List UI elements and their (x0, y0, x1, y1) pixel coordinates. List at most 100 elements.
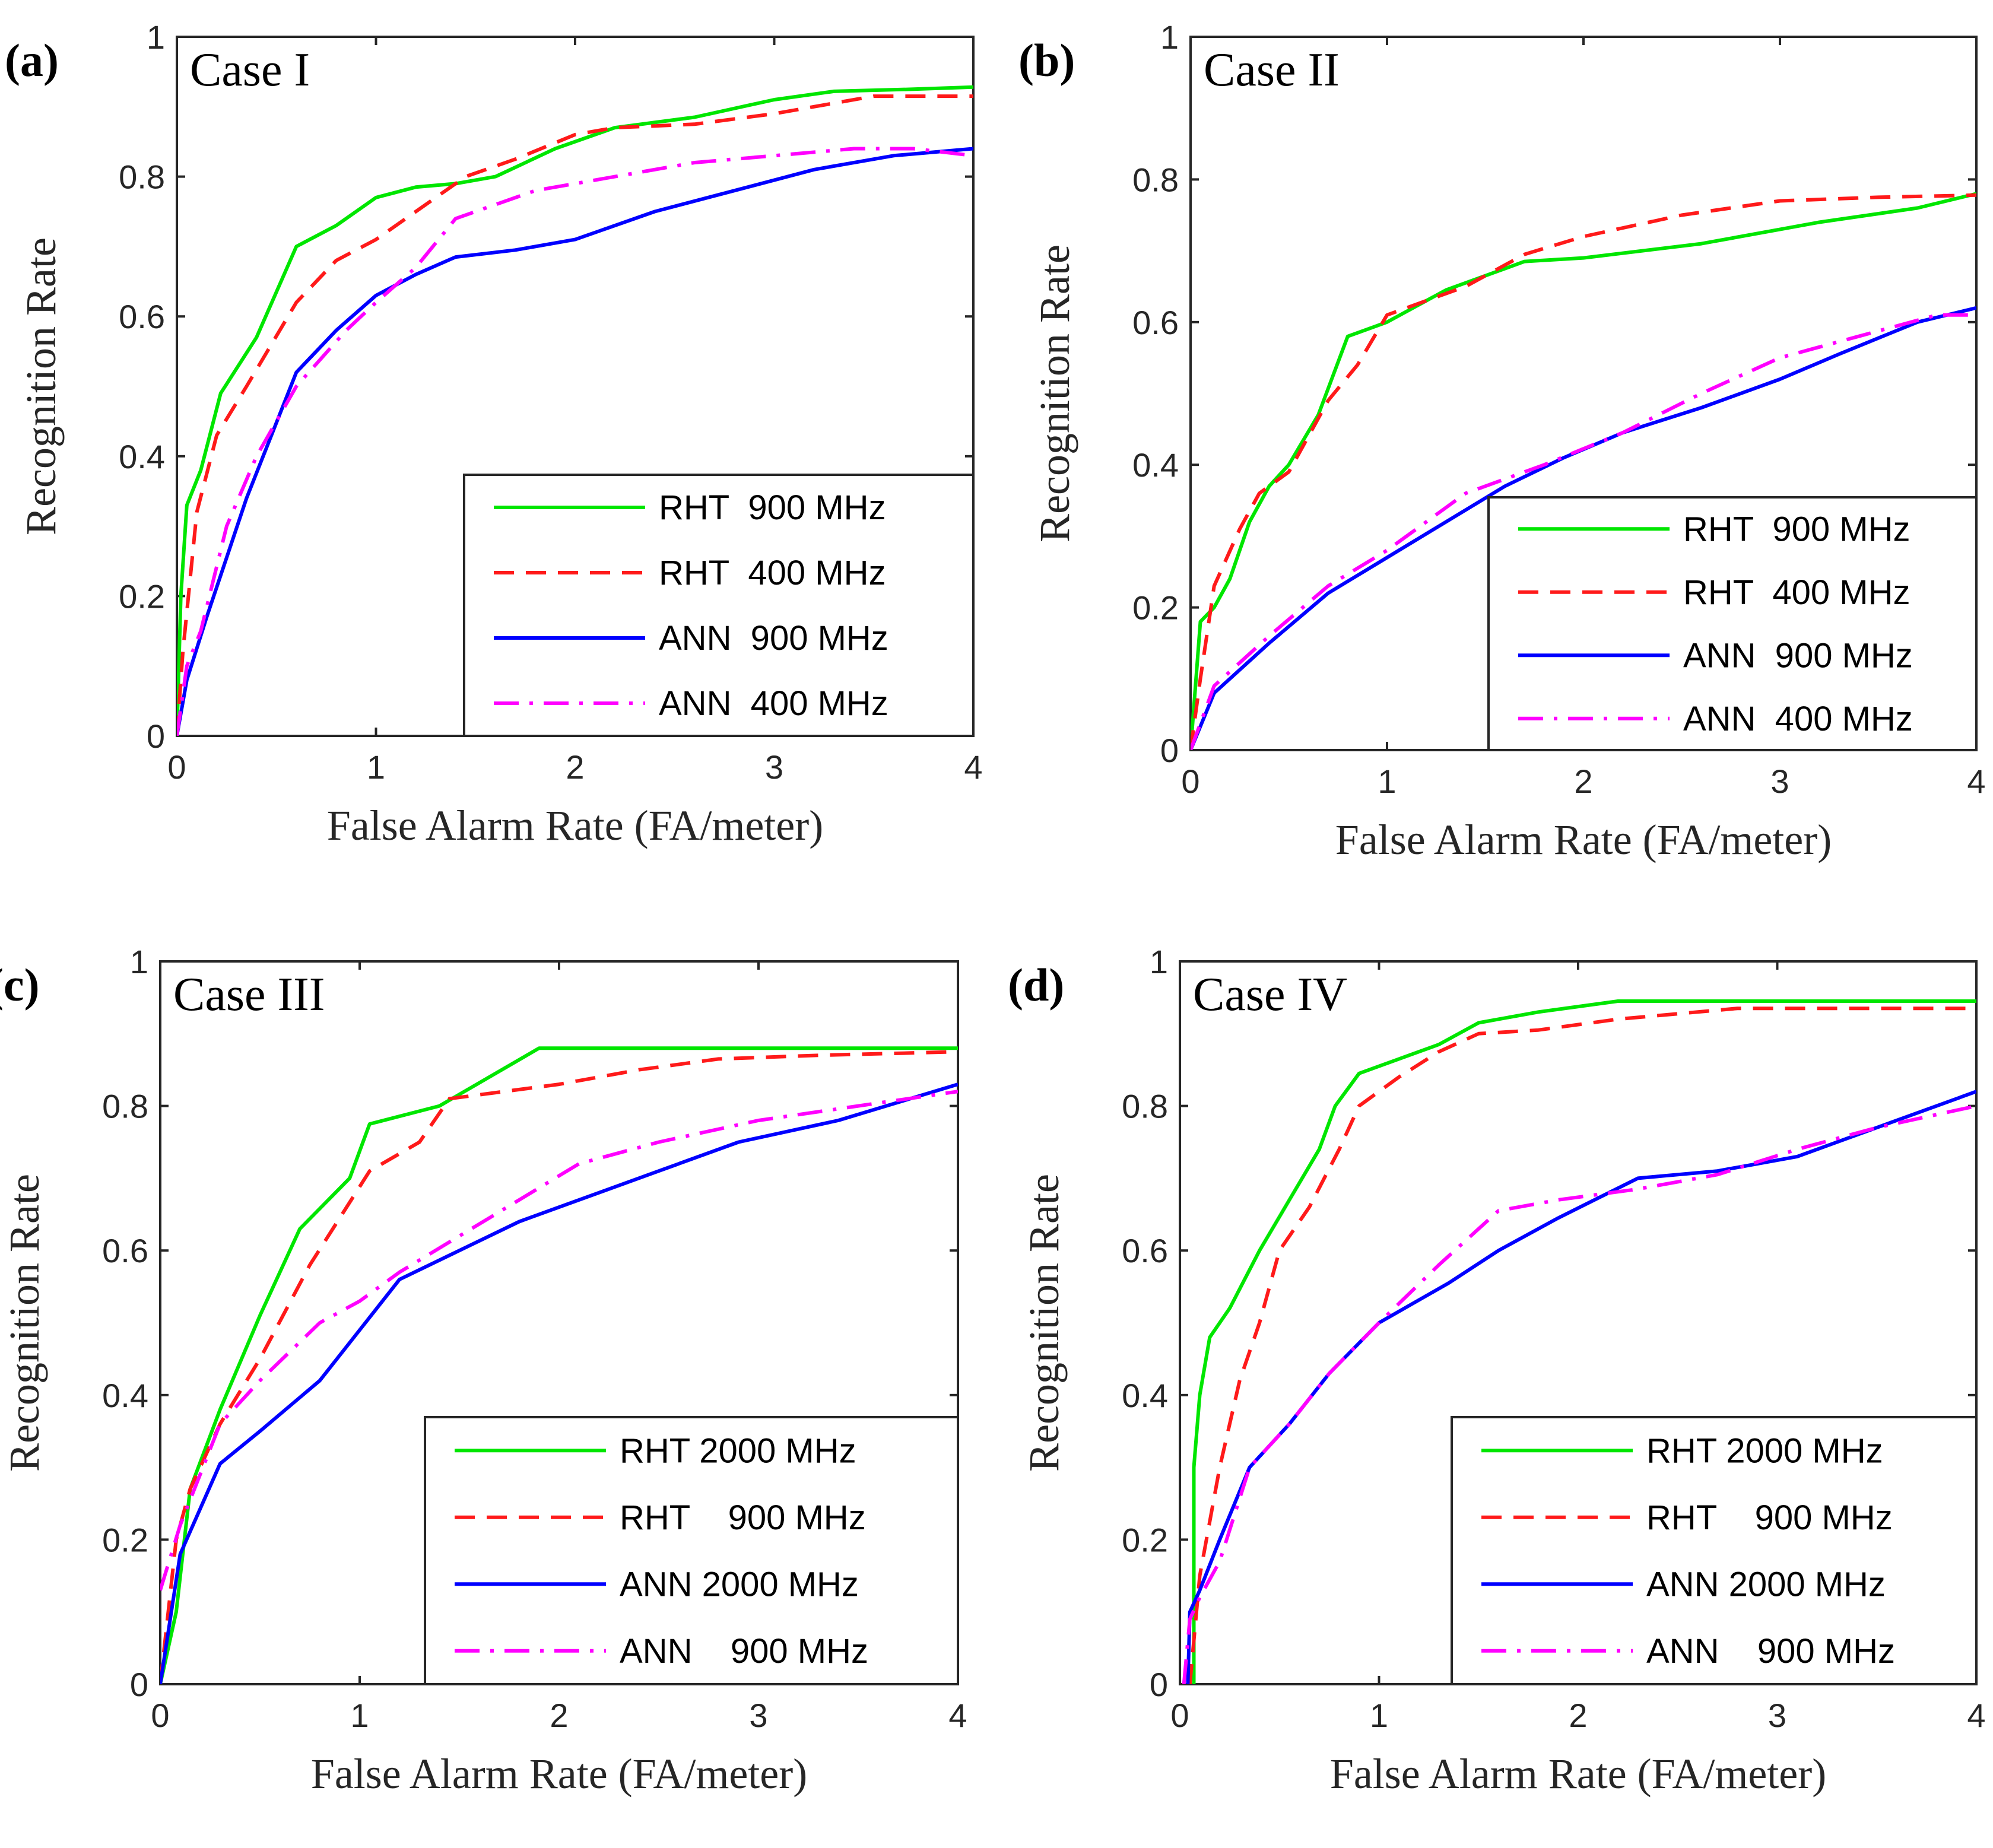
y-tick-label: 1 (147, 18, 165, 56)
series-line-1 (177, 85, 973, 736)
legend-box (463, 474, 975, 737)
legend-label: RHT 900 MHz (1646, 1498, 1893, 1537)
series-line-2 (1188, 1006, 1976, 1684)
x-tick-label: 0 (1170, 1697, 1189, 1734)
series-line-1 (1192, 999, 1976, 1684)
series-line-3 (160, 1082, 958, 1684)
series-group (1191, 192, 1976, 750)
x-tick-label: 1 (1378, 763, 1396, 800)
legend-box (1451, 1416, 1978, 1685)
y-tick-label: 0.4 (1122, 1377, 1168, 1414)
x-axis-label: False Alarm Rate (FA/meter) (1335, 816, 1832, 863)
x-axis-label: False Alarm Rate (FA/meter) (327, 802, 823, 849)
y-tick-label: 0.4 (1132, 446, 1179, 484)
y-tick-label: 0.2 (1132, 589, 1179, 627)
x-tick-label: 2 (566, 748, 584, 786)
panel-letter: (d) (1008, 959, 1064, 1011)
series-group (160, 1046, 958, 1684)
chart-panel-4: 0 1 2 3 4 0 0.2 0.4 0.6 0.8 1 False Alarm Rate (FA/… (1008, 943, 1986, 1798)
y-tick-label: 1 (1160, 18, 1179, 56)
legend-label: ANN 900 MHz (1646, 1632, 1895, 1671)
legend-box (424, 1416, 959, 1685)
y-tick-label: 0 (1150, 1666, 1168, 1703)
x-tick-label: 0 (167, 748, 186, 786)
chart-title: Case II (1204, 44, 1340, 96)
x-tick-label: 0 (151, 1697, 169, 1734)
legend-label: ANN 900 MHz (1683, 636, 1913, 675)
chart-title: Case IV (1193, 969, 1347, 1021)
x-tick-label: 2 (1574, 763, 1592, 800)
y-tick-label: 0.8 (119, 158, 165, 196)
x-tick-label: 0 (1181, 763, 1199, 800)
y-tick-label: 0.8 (1132, 161, 1179, 198)
y-axis-label: Recognition Rate (1031, 245, 1078, 542)
y-tick-label: 0.6 (119, 298, 165, 335)
y-tick-label: 0.6 (1122, 1232, 1168, 1269)
x-tick-label: 3 (765, 748, 783, 786)
y-tick-label: 0.4 (102, 1377, 148, 1414)
legend-label: RHT 900 MHz (659, 488, 886, 527)
legend: RHT 2000 MHz RHT 900 MHz ANN 2000 MHz ANN 9… (1451, 1416, 1978, 1685)
y-tick-label: 0.6 (1132, 304, 1179, 341)
y-tick-label: 0.6 (102, 1232, 148, 1269)
legend: RHT 2000 MHz RHT 900 MHz ANN 2000 MHz ANN 9… (424, 1416, 959, 1685)
x-tick-label: 1 (350, 1697, 369, 1734)
legend-label: ANN 400 MHz (659, 684, 888, 723)
y-tick-label: 0 (1160, 732, 1179, 769)
legend-label: ANN 900 MHz (659, 619, 888, 658)
legend-label: ANN 2000 MHz (1646, 1565, 1886, 1603)
y-axis-label: Recognition Rate (1020, 1174, 1068, 1472)
series-line-4 (160, 1090, 958, 1591)
legend-label: RHT 2000 MHz (620, 1431, 856, 1470)
panel-letter: (a) (5, 34, 59, 86)
legend: RHT 900 MHz RHT 400 MHz ANN 900 MHz ANN 400… (463, 474, 975, 737)
legend: RHT 900 MHz RHT 400 MHz ANN 900 MHz ANN 400… (1487, 496, 1978, 751)
series-group (177, 85, 973, 736)
panel-letter: (b) (1018, 34, 1075, 86)
series-line-4 (1182, 1104, 1976, 1684)
legend-label: RHT 900 MHz (620, 1498, 866, 1537)
series-line-4 (1191, 313, 1976, 750)
chart-panel-1: 0 1 2 3 4 0 0.2 0.4 0.6 0.8 1 False Alarm Rate (FA/… (5, 18, 983, 849)
x-axis-label: False Alarm Rate (FA/meter) (1330, 1750, 1826, 1798)
x-tick-label: 2 (1569, 1697, 1587, 1734)
y-tick-label: 0.2 (102, 1521, 148, 1558)
x-tick-label: 1 (367, 748, 385, 786)
y-tick-label: 0.8 (1122, 1088, 1168, 1125)
chart-title: Case I (190, 44, 310, 96)
legend-label: RHT 400 MHz (659, 554, 886, 592)
series-line-4 (177, 147, 973, 736)
y-tick-label: 0 (130, 1666, 148, 1703)
series-line-2 (160, 1050, 958, 1684)
chart-panel-3: 0 1 2 3 4 0 0.2 0.4 0.6 0.8 1 False Alarm Rate (FA/… (0, 943, 967, 1798)
panel-letter: (c) (0, 959, 40, 1011)
legend-label: RHT 2000 MHz (1646, 1431, 1883, 1470)
series-line-1 (1191, 192, 1976, 750)
x-tick-label: 4 (1967, 1697, 1985, 1734)
y-tick-label: 1 (1150, 943, 1168, 980)
series-group (1182, 999, 1976, 1684)
x-tick-label: 3 (749, 1697, 767, 1734)
series-line-3 (1191, 306, 1976, 750)
x-tick-label: 1 (1370, 1697, 1388, 1734)
y-tick-label: 0.4 (119, 438, 165, 475)
series-line-3 (177, 147, 973, 736)
x-tick-label: 3 (1770, 763, 1789, 800)
x-tick-label: 2 (550, 1697, 568, 1734)
x-tick-label: 3 (1768, 1697, 1786, 1734)
x-tick-label: 4 (964, 748, 982, 786)
x-axis-label: False Alarm Rate (FA/meter) (311, 1750, 807, 1798)
x-tick-label: 4 (948, 1697, 967, 1734)
series-line-2 (177, 94, 973, 736)
y-axis-label: Recognition Rate (1, 1174, 48, 1472)
legend-label: RHT 900 MHz (1683, 510, 1910, 548)
chart-panel-2: 0 1 2 3 4 0 0.2 0.4 0.6 0.8 1 False Alarm Rate (FA/… (1018, 18, 1986, 863)
y-axis-label: Recognition Rate (17, 237, 65, 535)
y-tick-label: 0.2 (119, 577, 165, 615)
x-tick-label: 4 (1967, 763, 1985, 800)
series-line-2 (1191, 193, 1976, 750)
legend-label: ANN 900 MHz (620, 1632, 868, 1671)
y-tick-label: 0.8 (102, 1088, 148, 1125)
legend-label: ANN 2000 MHz (620, 1565, 859, 1603)
legend-label: ANN 400 MHz (1683, 700, 1913, 738)
